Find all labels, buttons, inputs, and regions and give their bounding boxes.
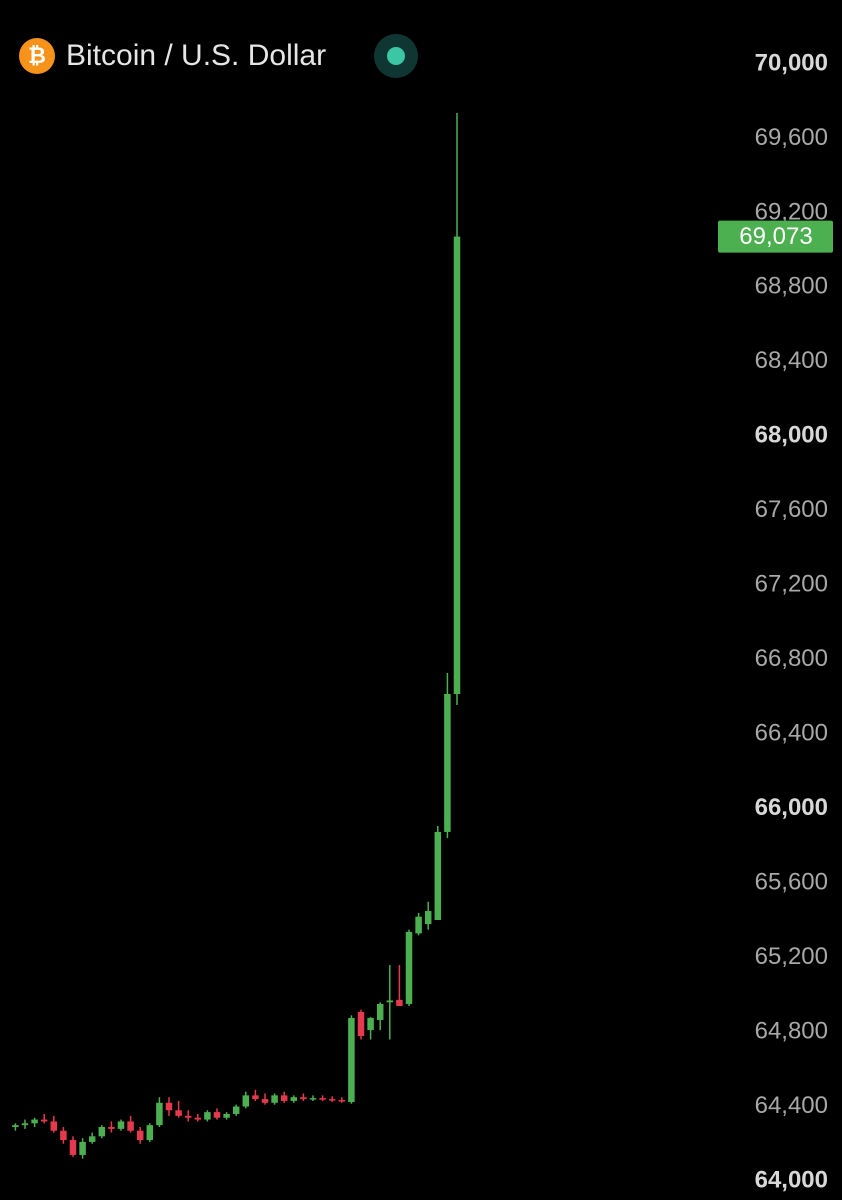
y-tick-label: 69,600	[755, 124, 828, 151]
y-tick-label: 66,000	[755, 794, 828, 821]
candle-body	[127, 1121, 134, 1131]
candle-body	[184, 1115, 192, 1118]
candle-body	[328, 1099, 336, 1101]
coin-symbol: ₿	[28, 43, 46, 68]
y-tick-label: 67,600	[755, 496, 828, 523]
y-tick-label: 68,000	[755, 422, 828, 449]
candle-body	[242, 1095, 250, 1107]
y-tick-label: 68,800	[755, 273, 828, 300]
candle-body	[405, 931, 413, 1004]
candle-body	[348, 1017, 355, 1103]
candle-body	[453, 236, 461, 694]
candle-body	[319, 1098, 326, 1100]
candle-body	[40, 1119, 48, 1122]
y-tick-label: 68,400	[755, 347, 828, 374]
y-tick-label: 64,400	[755, 1092, 828, 1119]
candle-body	[21, 1123, 29, 1126]
status-dot	[387, 47, 405, 65]
candle-body	[261, 1099, 269, 1103]
candle-body	[357, 1011, 365, 1036]
candle-body	[117, 1121, 125, 1129]
candle-body	[108, 1127, 115, 1129]
candle-body	[60, 1130, 67, 1141]
candle-body	[88, 1136, 96, 1142]
candle-body	[175, 1110, 182, 1116]
candle-body	[300, 1097, 307, 1100]
candle-body	[146, 1125, 154, 1141]
chart-title: Bitcoin / U.S. Dollar	[66, 39, 326, 72]
candle-body	[290, 1097, 298, 1101]
candle-body	[252, 1095, 259, 1100]
candle-body	[444, 693, 451, 832]
y-tick-label: 70,000	[755, 49, 828, 76]
candle-body	[156, 1102, 163, 1126]
candle-body	[223, 1113, 230, 1118]
candle-body	[376, 1003, 384, 1020]
candle-body	[165, 1102, 173, 1111]
last-price-label: 69,073	[739, 223, 812, 250]
candle-body	[69, 1140, 77, 1155]
candle-body	[415, 916, 422, 934]
candle-body	[232, 1106, 240, 1114]
candle-body	[12, 1125, 19, 1128]
candle-body	[424, 911, 432, 925]
candle-body	[136, 1130, 144, 1141]
candle-body	[50, 1121, 58, 1131]
coin-icon	[19, 38, 55, 74]
candle-body	[396, 999, 403, 1007]
y-tick-label: 65,200	[755, 943, 828, 970]
y-tick-label: 64,800	[755, 1017, 828, 1044]
candle-body	[79, 1141, 86, 1155]
candle-body	[213, 1112, 221, 1118]
y-tick-label: 66,400	[755, 720, 828, 747]
candle-body	[204, 1112, 211, 1120]
candle-body	[280, 1095, 288, 1101]
candle-body	[386, 1000, 394, 1003]
candle-body	[98, 1127, 106, 1137]
candle-body	[434, 831, 442, 920]
y-tick-label: 65,600	[755, 868, 828, 895]
candle-body	[367, 1017, 374, 1031]
y-tick-label: 66,800	[755, 645, 828, 672]
candle-body	[194, 1117, 202, 1120]
y-tick-label: 67,200	[755, 571, 828, 598]
candle-body	[309, 1098, 317, 1100]
y-tick-label: 64,000	[755, 1166, 828, 1193]
candle-body	[271, 1095, 278, 1103]
last-price-box	[718, 220, 833, 253]
candle-body	[31, 1119, 38, 1124]
candle-body	[338, 1100, 346, 1102]
